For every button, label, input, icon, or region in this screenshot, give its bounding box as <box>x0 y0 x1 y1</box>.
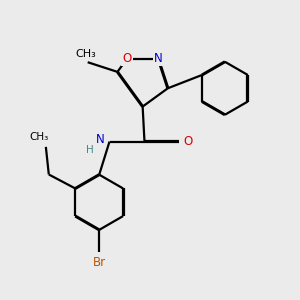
Text: H: H <box>86 145 94 154</box>
Text: O: O <box>183 135 192 148</box>
Text: CH₃: CH₃ <box>30 132 49 142</box>
Text: Br: Br <box>93 256 106 269</box>
Text: N: N <box>154 52 163 65</box>
Text: CH₃: CH₃ <box>76 49 96 59</box>
Text: N: N <box>96 133 105 146</box>
Text: O: O <box>122 52 132 65</box>
